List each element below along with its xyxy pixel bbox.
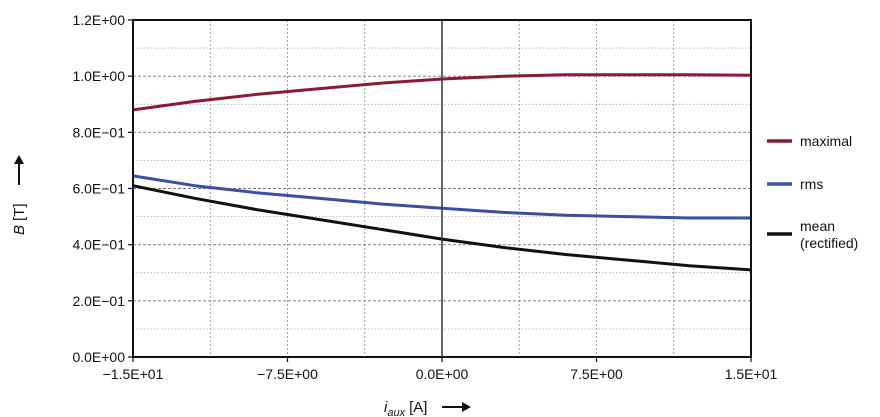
y-tick-label: 1.0E+00 [72,68,125,84]
y-tick-label: 2.0E−01 [72,293,125,309]
legend-label: mean (rectified) [800,218,858,251]
y-tick-labels: 0.0E+00 2.0E−01 4.0E−01 6.0E−01 8.0E−01 1.0E+… [72,12,133,365]
x-tick-label: 7.5E+00 [570,366,623,382]
legend: maximal rms mean (rectified) [767,133,858,251]
x-axis-unit: [A] [409,399,427,416]
legend-item: mean (rectified) [767,218,858,251]
legend-label: maximal [800,133,852,149]
x-tick-label: −1.5E+01 [103,366,164,382]
y-tick-label: 0.0E+00 [72,349,125,365]
y-tick-label: 6.0E−01 [72,181,125,197]
x-tick-label: 1.5E+01 [725,366,778,382]
svg-text:iaux[A]: iaux [A] [384,399,427,417]
y-tick-label: 8.0E−01 [72,124,125,140]
y-axis-symbol: B [11,225,28,235]
y-axis-arrow-head [14,155,24,164]
x-axis-subscript: aux [387,407,405,417]
x-axis-title: iaux [A] [384,399,471,417]
x-axis-symbol: i [384,399,388,416]
x-tick-label: −7.5E+00 [257,366,318,382]
legend-item: maximal [767,133,852,149]
x-tick-labels: −1.5E+01 −7.5E+00 0.0E+00 7.5E+00 1.5E+01 [103,357,778,382]
x-axis-arrow-head [462,402,471,412]
x-tick-label: 0.0E+00 [416,366,469,382]
y-tick-label: 1.2E+00 [72,12,125,28]
y-axis-unit: [T] [11,203,28,221]
legend-item: rms [767,176,823,192]
y-axis-title: B [T] [11,155,28,235]
legend-label: rms [800,176,823,192]
svg-text:B[T]: B [T] [11,203,28,235]
y-tick-label: 4.0E−01 [72,237,125,253]
